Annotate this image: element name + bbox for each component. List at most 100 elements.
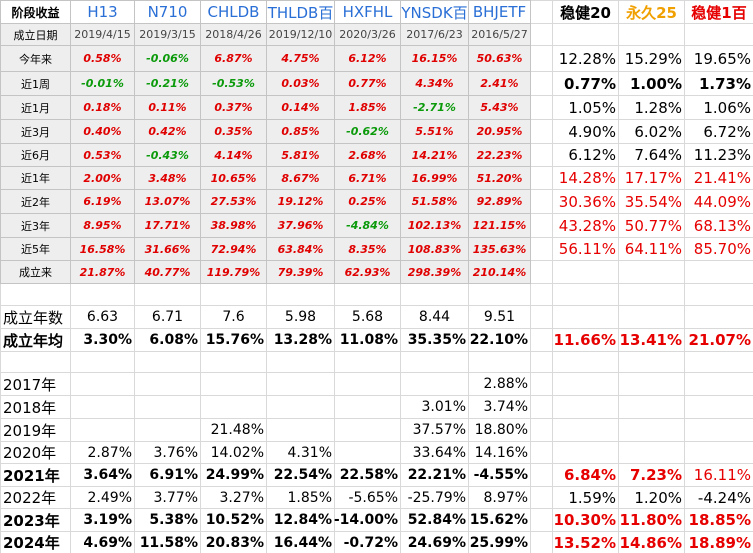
portfolio-return: 1.73% [698,74,751,93]
grid-line [0,395,753,396]
fund-return: 0.58% [70,45,135,72]
portfolio-annual-return: 1.20% [634,488,682,507]
fund-value: 3.30% [83,332,132,348]
fund-return: 0.53% [70,143,135,167]
portfolio-return: 15.29% [624,49,682,68]
fund-annual-return: 3.27% [219,489,264,506]
grid-line [0,372,753,373]
fund-return: 0.42% [134,119,201,144]
fund-annual-return: 3.76% [153,444,198,461]
fund-annual-return: 22.54% [273,467,332,483]
fund-return: 40.77% [134,260,201,284]
row-label: 近5年 [0,237,71,261]
fund-return: 6.19% [70,189,135,214]
fund-value: 11.08% [339,332,398,348]
fund-value: 13.28% [273,332,332,348]
grid-line [0,531,753,532]
fund-return: -0.62% [334,119,401,144]
fund-name: THLDB百 [266,0,335,24]
fund-annual-return: 2.88% [483,376,528,392]
fund-annual-return: 4.31% [287,444,332,461]
inception-date: 2016/5/27 [468,23,531,46]
fund-return: -2.71% [400,95,469,120]
fund-return: 3.48% [134,166,201,190]
portfolio-value: 13.41% [619,331,682,349]
fund-annual-return: 3.01% [421,399,466,415]
fund-return: 4.14% [200,143,267,167]
fund-return: 14.21% [400,143,469,167]
fund-return: 16.58% [70,237,135,261]
fund-return: 108.83% [400,237,469,261]
portfolio-name: 稳健1百 [691,3,747,22]
portfolio-value: 21.07% [688,331,751,349]
fund-annual-return: 20.83% [205,534,264,551]
fund-return: -0.21% [134,71,201,96]
portfolio-annual-return: 7.23% [629,466,682,484]
portfolio-return: 64.11% [624,240,682,258]
portfolio-return: 44.09% [693,192,751,211]
portfolio-value: 11.66% [553,331,616,349]
inception-date: 2019/4/15 [70,23,135,46]
portfolio-annual-return: 18.85% [688,511,751,529]
fund-return: 0.25% [334,189,401,214]
fund-name: YNSDK百 [400,0,469,24]
portfolio-return: 12.28% [558,49,616,68]
portfolio-return: 14.28% [558,169,616,187]
portfolio-annual-return: 6.84% [563,466,616,484]
grid-line [0,328,753,329]
fund-return: 13.07% [134,189,201,214]
fund-return: 31.66% [134,237,201,261]
portfolio-return: 1.06% [703,98,751,117]
fund-return: 6.12% [334,45,401,72]
fund-annual-return: 52.84% [407,512,466,528]
fund-value: 8.44 [418,309,451,325]
row-label: 今年来 [0,45,71,72]
fund-return: 0.77% [334,71,401,96]
fund-annual-return: -14.00% [334,512,398,528]
fund-return: 27.53% [200,189,267,214]
fund-return: 119.79% [200,260,267,284]
fund-annual-return: 37.57% [412,422,466,438]
fund-return: 17.71% [134,213,201,238]
row-label: 成立年数 [3,308,64,327]
fund-annual-return: -0.72% [343,534,398,551]
row-label: 近1年 [0,166,71,190]
row-label: 成立年均 [3,331,64,350]
fund-name: HXFHL [334,0,401,24]
portfolio-return: 1.28% [634,98,682,117]
fund-value: 22.10% [469,332,528,348]
inception-date: 2019/3/15 [134,23,201,46]
fund-annual-return: 2.49% [87,489,132,506]
fund-return: 4.34% [400,71,469,96]
fund-annual-return: 15.62% [469,512,528,528]
row-label: 2022年 [3,489,57,507]
portfolio-annual-return: 18.89% [688,533,751,552]
portfolio-return: 17.17% [624,169,682,187]
fund-annual-return: 3.19% [83,512,132,528]
portfolio-return: 30.36% [558,192,616,211]
fund-annual-return: 22.58% [339,467,398,483]
portfolio-return: 6.02% [634,122,682,141]
fund-return: 0.03% [266,71,335,96]
fund-value: 6.63 [86,309,119,325]
portfolio-annual-return: 1.59% [568,488,616,507]
fund-return: 16.99% [400,166,469,190]
fund-return: -0.43% [134,143,201,167]
fund-annual-return: 12.84% [273,512,332,528]
grid-line [552,0,553,553]
fund-return: 92.89% [468,189,531,214]
fund-return: 210.14% [468,260,531,284]
portfolio-annual-return: 11.80% [619,511,682,529]
row-label: 2023年 [3,511,60,530]
fund-return: 51.20% [468,166,531,190]
grid-line [684,0,685,553]
portfolio-annual-return: 13.52% [553,533,616,552]
fund-return: 0.37% [200,95,267,120]
portfolio-return: 11.23% [693,146,751,164]
portfolio-return: 1.00% [629,74,682,93]
fund-return: 4.75% [266,45,335,72]
fund-annual-return: 3.74% [483,399,528,415]
fund-return: 5.51% [400,119,469,144]
fund-annual-return: 11.58% [139,534,198,551]
